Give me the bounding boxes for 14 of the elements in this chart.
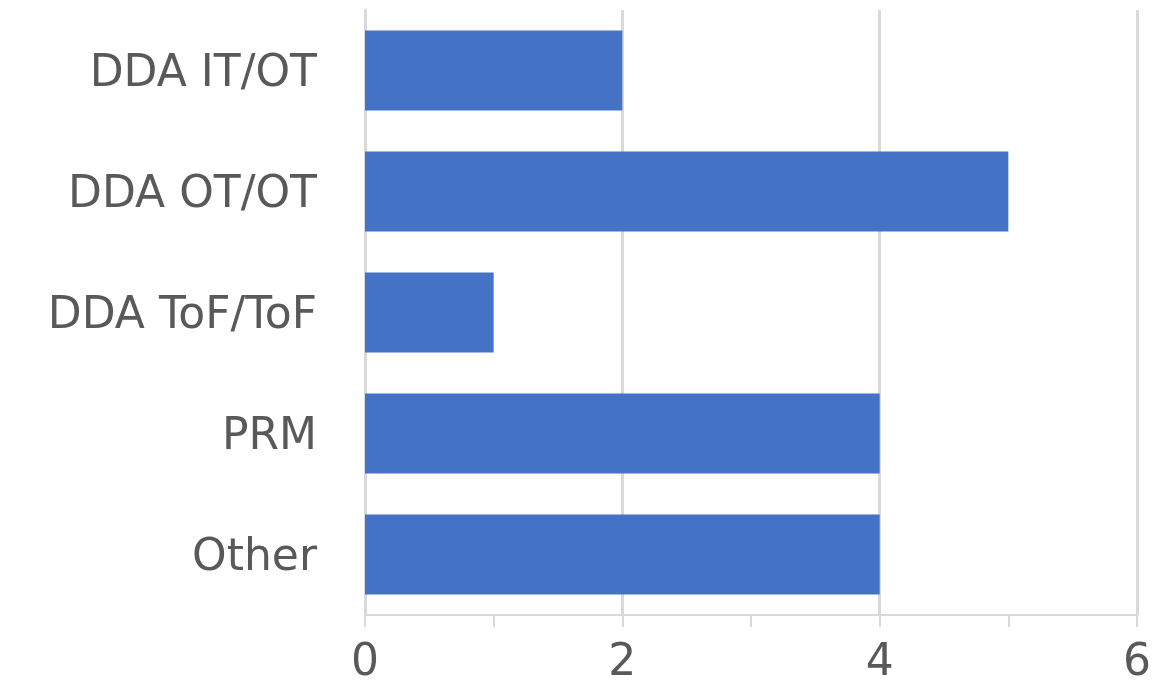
y-tick-label: Other [192, 529, 318, 580]
bar [365, 393, 880, 474]
x-tick-label: 0 [351, 633, 379, 685]
bar [365, 30, 623, 111]
bar [365, 272, 494, 353]
y-tick-label: DDA ToF/ToF [47, 287, 317, 338]
y-tick-label: PRM [221, 408, 317, 459]
y-tick-label: DDA OT/OT [68, 166, 318, 217]
y-tick-label: DDA IT/OT [89, 45, 318, 96]
bar [365, 151, 1009, 232]
x-tick-label: 6 [1123, 633, 1151, 685]
x-tick-label: 2 [608, 633, 637, 685]
x-tick-label: 4 [865, 633, 894, 685]
bar [365, 514, 880, 595]
